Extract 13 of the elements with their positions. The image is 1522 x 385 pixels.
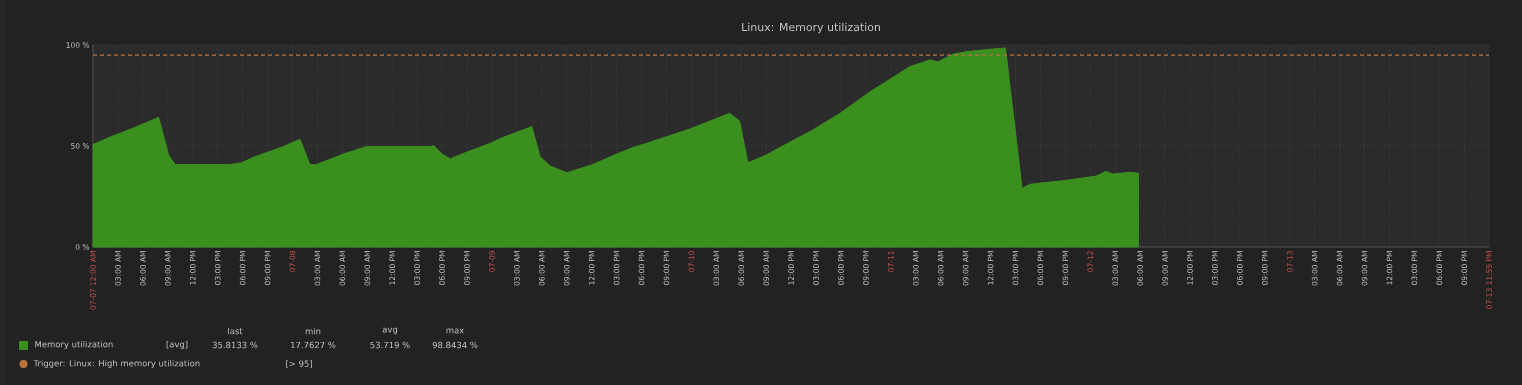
legend-label: Memory utilization bbox=[35, 340, 113, 350]
text: 17.7627 % bbox=[291, 341, 336, 349]
text: min bbox=[305, 327, 321, 335]
text: max bbox=[446, 328, 464, 334]
text: last bbox=[228, 327, 243, 335]
text: 35.8133 % bbox=[212, 341, 258, 349]
legend-label: Trigger: Linux: High memory utilization bbox=[33, 359, 200, 369]
text: 98.8434 % bbox=[432, 341, 478, 349]
text: [> 95] bbox=[286, 360, 312, 368]
text: 53.719 % bbox=[370, 341, 410, 349]
text: avg bbox=[382, 327, 398, 335]
chart-title: Linux: Memory utilization bbox=[742, 22, 880, 34]
text: [avg] bbox=[166, 340, 188, 350]
